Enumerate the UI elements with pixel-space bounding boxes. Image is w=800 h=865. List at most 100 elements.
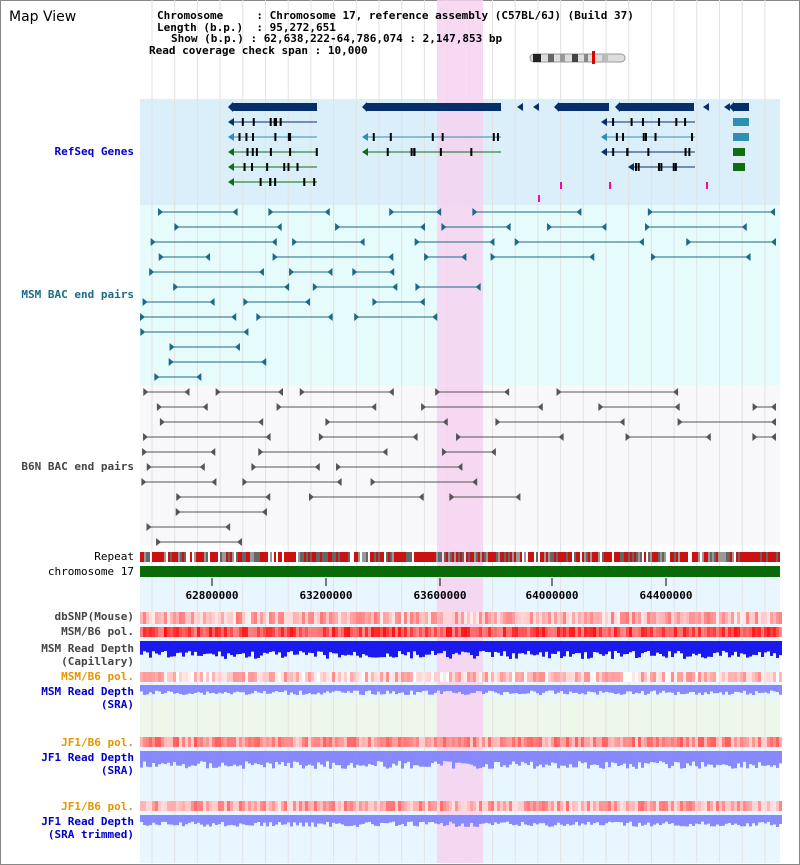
polymorphism-heat-cell xyxy=(407,801,410,811)
depth-bar xyxy=(737,751,740,764)
track-label-jf1-depth-trim[interactable]: JF1 Read Depth xyxy=(41,815,134,828)
polymorphism-heat-cell xyxy=(476,672,479,682)
polymorphism-heat-cell xyxy=(230,801,233,811)
track-label-jf1-depth-sra[interactable]: JF1 Read Depth xyxy=(41,751,134,764)
polymorphism-heat-cell xyxy=(368,627,371,637)
polymorphism-heat-cell xyxy=(533,801,536,811)
transcript-arrow-icon xyxy=(228,163,234,171)
repeat-mark xyxy=(270,552,272,562)
depth-bar xyxy=(665,685,668,693)
repeat-mark xyxy=(292,552,294,562)
repeat-mark xyxy=(640,552,642,562)
repeat-mark xyxy=(220,552,222,562)
polymorphism-heat-cell xyxy=(557,737,560,747)
depth-bar xyxy=(707,815,710,824)
polymorphism-heat-cell xyxy=(494,801,497,811)
polymorphism-heat-cell xyxy=(536,627,539,637)
repeat-mark xyxy=(290,552,292,562)
depth-bar xyxy=(284,641,287,657)
polymorphism-heat-cell xyxy=(710,627,713,637)
polymorphism-heat-cell xyxy=(272,801,275,811)
polymorphism-heat-cell xyxy=(743,801,746,811)
polymorphism-heat-cell xyxy=(566,672,569,682)
depth-bar xyxy=(464,751,467,764)
polymorphism-heat-cell xyxy=(467,801,470,811)
depth-bar xyxy=(479,685,482,692)
depth-bar xyxy=(731,685,734,694)
polymorphism-heat-cell xyxy=(548,801,551,811)
track-label-msm-bac[interactable]: MSM BAC end pairs xyxy=(21,288,134,301)
polymorphism-heat-cell xyxy=(482,672,485,682)
polymorphism-heat-cell xyxy=(227,801,230,811)
polymorphism-heat-cell xyxy=(245,627,248,637)
depth-bar xyxy=(305,641,308,655)
polymorphism-heat-cell xyxy=(677,801,680,811)
depth-bar xyxy=(380,641,383,658)
exon xyxy=(675,118,678,126)
bac-end-icon xyxy=(284,283,290,291)
polymorphism-heat-cell xyxy=(473,612,476,624)
depth-bar xyxy=(257,751,260,765)
polymorphism-heat-cell xyxy=(209,801,212,811)
depth-bar xyxy=(266,641,269,654)
depth-bar xyxy=(560,815,563,825)
depth-bar xyxy=(509,685,512,694)
depth-bar xyxy=(389,751,392,768)
depth-bar xyxy=(614,641,617,651)
repeat-mark xyxy=(638,552,640,562)
polymorphism-heat-cell xyxy=(590,627,593,637)
polymorphism-heat-cell xyxy=(752,672,755,682)
polymorphism-heat-cell xyxy=(497,612,500,624)
depth-bar xyxy=(770,685,773,691)
polymorphism-heat-cell xyxy=(728,627,731,637)
depth-bar xyxy=(335,751,338,766)
repeat-mark xyxy=(510,552,512,562)
depth-bar xyxy=(371,641,374,658)
polymorphism-heat-cell xyxy=(581,737,584,747)
polymorphism-heat-cell xyxy=(299,672,302,682)
polymorphism-heat-cell xyxy=(395,737,398,747)
depth-bar xyxy=(704,751,707,767)
polymorphism-heat-cell xyxy=(749,627,752,637)
repeat-mark xyxy=(404,552,406,562)
track-label-refseq[interactable]: RefSeq Genes xyxy=(54,145,134,158)
repeat-mark xyxy=(720,552,722,562)
depth-bar xyxy=(338,751,341,766)
polymorphism-heat-cell xyxy=(494,672,497,682)
track-label-b6n-bac[interactable]: B6N BAC end pairs xyxy=(21,460,134,473)
polymorphism-heat-cell xyxy=(392,737,395,747)
depth-bar xyxy=(218,685,221,693)
polymorphism-heat-cell xyxy=(542,672,545,682)
repeat-mark xyxy=(712,552,714,562)
polymorphism-heat-cell xyxy=(566,737,569,747)
depth-bar xyxy=(716,641,719,653)
depth-bar xyxy=(176,815,179,826)
polymorphism-heat-cell xyxy=(497,801,500,811)
polymorphism-heat-cell xyxy=(275,737,278,747)
depth-bar xyxy=(227,685,230,694)
polymorphism-heat-cell xyxy=(200,612,203,624)
bac-end-icon xyxy=(265,493,271,501)
depth-bar xyxy=(644,751,647,764)
polymorphism-heat-cell xyxy=(491,672,494,682)
polymorphism-heat-cell xyxy=(329,737,332,747)
track-label-msm-depth-sra[interactable]: MSM Read Depth xyxy=(41,685,134,698)
ideogram-band xyxy=(560,54,565,62)
depth-bar xyxy=(251,641,254,652)
polymorphism-heat-cell xyxy=(305,627,308,637)
depth-bar xyxy=(536,685,539,694)
depth-bar xyxy=(500,685,503,695)
bac-end-icon xyxy=(741,223,747,231)
polymorphism-heat-cell xyxy=(716,672,719,682)
depth-bar xyxy=(386,815,389,824)
repeat-mark xyxy=(144,552,146,562)
polymorphism-heat-cell xyxy=(773,801,776,811)
polymorphism-heat-cell xyxy=(623,627,626,637)
polymorphism-heat-cell xyxy=(584,627,587,637)
polymorphism-heat-cell xyxy=(182,801,185,811)
depth-bar xyxy=(587,815,590,822)
polymorphism-heat-cell xyxy=(209,737,212,747)
depth-bar xyxy=(719,685,722,693)
depth-bar xyxy=(194,641,197,652)
